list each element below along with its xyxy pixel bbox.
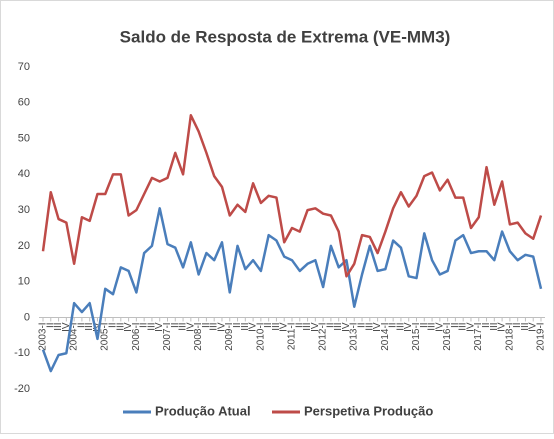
x-tick-label: IV xyxy=(528,322,539,332)
x-tick-label: II xyxy=(357,322,368,328)
x-tick-label: IV xyxy=(61,322,72,332)
x-tick-label: III xyxy=(364,322,375,330)
x-tick-label: II xyxy=(201,322,212,328)
y-tick-label: 50 xyxy=(18,132,30,144)
x-tick-label: 2005-I xyxy=(100,322,111,350)
x-tick-label: II xyxy=(325,322,336,328)
y-tick-label: 40 xyxy=(18,168,30,180)
x-tick-label: IV xyxy=(185,322,196,332)
x-tick-label: III xyxy=(84,322,95,330)
x-tick-label: 2011-I xyxy=(287,322,298,350)
x-tick-label: III xyxy=(240,322,251,330)
x-tick-label: IV xyxy=(92,322,103,332)
x-tick-label: 2008-I xyxy=(193,322,204,350)
y-tick-label: -10 xyxy=(14,347,30,359)
y-tick-label: 30 xyxy=(18,204,30,216)
x-tick-label: 2019-I xyxy=(536,322,547,350)
y-tick-label: 20 xyxy=(18,240,30,252)
x-tick-label: IV xyxy=(154,322,165,332)
x-tick-label: II xyxy=(419,322,430,328)
x-tick-label: II xyxy=(170,322,181,328)
x-tick-label: 2015-I xyxy=(411,322,422,350)
x-tick-label: III xyxy=(209,322,220,330)
x-tick-label: II xyxy=(108,322,119,328)
x-tick-label: 2003-I xyxy=(38,322,49,350)
legend-label: Produção Atual xyxy=(155,403,251,418)
legend-label: Perspetiva Produção xyxy=(304,403,433,418)
x-tick-label: 2016-I xyxy=(442,322,453,350)
y-tick-label: 0 xyxy=(24,311,30,323)
x-tick-label: 2013-I xyxy=(349,322,360,350)
x-tick-label: III xyxy=(333,322,344,330)
x-tick-label: IV xyxy=(310,322,321,332)
x-tick-label: III xyxy=(458,322,469,330)
x-tick-label: II xyxy=(512,322,523,328)
x-tick-label: III xyxy=(146,322,157,330)
x-tick-label: II xyxy=(263,322,274,328)
x-tick-label: 2009-I xyxy=(224,322,235,350)
y-tick-label: -20 xyxy=(14,383,30,395)
x-tick-label: III xyxy=(395,322,406,330)
x-tick-label: IV xyxy=(372,322,383,332)
x-tick-label: IV xyxy=(497,322,508,332)
x-tick-label: IV xyxy=(279,322,290,332)
y-tick-label: 70 xyxy=(18,61,30,73)
x-tick-label: III xyxy=(427,322,438,330)
x-tick-label: 2014-I xyxy=(380,322,391,350)
x-tick-label: 2007-I xyxy=(162,322,173,350)
x-tick-label: II xyxy=(388,322,399,328)
y-tick-label: 10 xyxy=(18,276,30,288)
x-tick-label: IV xyxy=(465,322,476,332)
x-tick-label: II xyxy=(232,322,243,328)
data-line xyxy=(41,207,543,373)
x-tick-label: II xyxy=(76,322,87,328)
y-tick-label: 60 xyxy=(18,97,30,109)
x-tick-label: 2018-I xyxy=(504,322,515,350)
x-tick-label: III xyxy=(53,322,64,330)
x-tick-label: III xyxy=(489,322,500,330)
x-tick-label: IV xyxy=(434,322,445,332)
x-tick-label: IV xyxy=(123,322,134,332)
x-tick-label: IV xyxy=(216,322,227,332)
x-tick-label: 2004-I xyxy=(69,322,80,350)
x-tick-label: IV xyxy=(341,322,352,332)
x-tick-label: II xyxy=(450,322,461,328)
x-tick-label: IV xyxy=(248,322,259,332)
x-tick-label: II xyxy=(45,322,56,328)
x-tick-label: 2010-I xyxy=(255,322,266,350)
x-tick-label: II xyxy=(139,322,150,328)
x-tick-label: III xyxy=(115,322,126,330)
x-tick-label: III xyxy=(302,322,313,330)
x-tick-label: 2012-I xyxy=(318,322,329,350)
x-tick-label: 2006-I xyxy=(131,322,142,350)
x-tick-label: II xyxy=(294,322,305,328)
x-tick-label: 2017-I xyxy=(473,322,484,350)
x-tick-label: IV xyxy=(403,322,414,332)
data-line xyxy=(41,114,543,278)
x-tick-label: III xyxy=(520,322,531,330)
x-tick-label: III xyxy=(178,322,189,330)
x-tick-label: III xyxy=(271,322,282,330)
chart-title: Saldo de Resposta de Extrema (VE-MM3) xyxy=(120,27,451,46)
x-tick-label: II xyxy=(481,322,492,328)
